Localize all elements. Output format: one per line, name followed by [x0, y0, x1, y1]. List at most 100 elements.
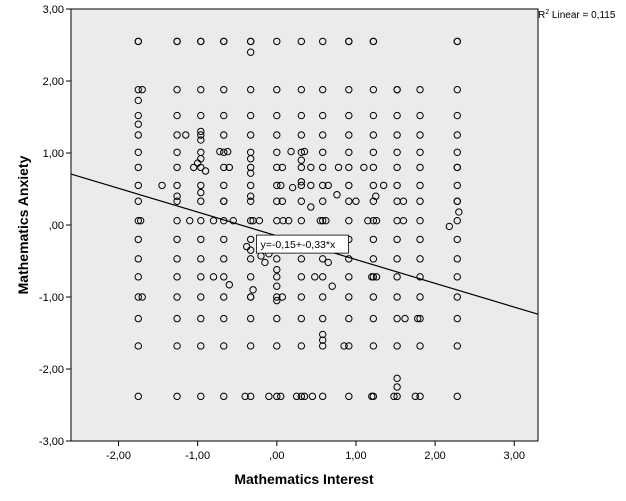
data-point	[134, 37, 142, 46]
data-point	[273, 37, 281, 46]
data-point	[246, 273, 255, 281]
data-point	[369, 181, 378, 190]
data-point	[273, 342, 281, 350]
data-point	[241, 392, 249, 401]
x-tick-label: ,00	[269, 450, 284, 462]
data-point	[319, 293, 327, 301]
data-point	[345, 111, 353, 120]
data-point	[197, 197, 205, 205]
data-point	[319, 85, 327, 94]
data-point	[246, 255, 255, 263]
y-tick-label: -1,00	[39, 292, 64, 304]
data-point	[173, 314, 181, 323]
data-point	[134, 314, 142, 323]
data-point	[273, 296, 281, 305]
data-point	[352, 197, 360, 205]
data-point	[297, 163, 306, 172]
data-point	[249, 286, 257, 294]
data-point	[288, 183, 297, 192]
data-point	[416, 314, 424, 323]
data-point	[197, 342, 205, 350]
data-point	[345, 197, 353, 205]
data-point	[390, 392, 398, 401]
data-point	[273, 131, 281, 139]
data-point	[229, 216, 237, 225]
data-point	[345, 314, 353, 323]
data-point	[333, 191, 341, 199]
data-point	[246, 216, 255, 225]
data-point	[416, 181, 424, 190]
data-point	[134, 181, 142, 190]
data-point	[255, 216, 264, 225]
data-point	[393, 111, 401, 120]
x-axis-title: Mathematics Interest	[234, 471, 374, 487]
data-point	[369, 111, 378, 120]
data-point	[364, 216, 372, 225]
data-point	[319, 131, 327, 139]
data-point	[246, 131, 255, 139]
data-point	[197, 136, 205, 144]
data-point	[197, 127, 205, 136]
data-point	[173, 255, 181, 263]
data-point	[308, 392, 317, 401]
data-point	[319, 216, 327, 225]
data-point	[297, 273, 306, 281]
data-point	[173, 181, 181, 190]
data-point	[297, 156, 306, 164]
data-point	[319, 148, 327, 156]
data-point	[324, 181, 332, 190]
data-point	[345, 148, 353, 156]
data-point	[197, 255, 205, 263]
data-point	[453, 197, 461, 205]
data-point	[416, 131, 424, 139]
data-point	[220, 314, 228, 323]
data-point	[246, 314, 255, 323]
data-point	[393, 148, 401, 156]
data-point	[369, 293, 378, 301]
data-point	[307, 163, 315, 172]
data-point	[393, 163, 401, 172]
data-point	[393, 131, 401, 139]
data-point	[197, 273, 205, 281]
data-point	[416, 216, 424, 225]
data-point	[278, 293, 287, 301]
data-point	[273, 181, 281, 190]
data-point	[319, 181, 327, 190]
r2-prefix: R	[538, 10, 545, 21]
data-point	[224, 147, 232, 156]
data-point	[345, 163, 353, 172]
data-point	[246, 235, 255, 244]
data-point	[246, 342, 255, 350]
r2-text: Linear = 0,115	[549, 10, 616, 21]
data-point	[197, 216, 205, 225]
data-point	[393, 273, 401, 281]
data-point	[297, 85, 306, 94]
data-point	[300, 147, 309, 156]
data-point	[277, 392, 285, 401]
data-point	[273, 314, 281, 323]
data-point	[399, 216, 408, 225]
data-point	[246, 197, 255, 205]
data-point	[273, 148, 281, 156]
data-point	[220, 37, 228, 46]
data-point	[246, 37, 255, 46]
data-point	[134, 392, 142, 401]
data-point	[297, 37, 306, 46]
data-point	[369, 216, 378, 225]
data-point	[284, 216, 293, 225]
data-point	[328, 282, 336, 290]
data-point	[369, 314, 378, 323]
data-point	[173, 342, 181, 350]
data-point	[220, 293, 228, 301]
equation-text: y=-0,15+-0,33*x	[261, 239, 336, 251]
data-point	[319, 111, 327, 120]
data-point	[173, 85, 181, 94]
data-point	[279, 216, 287, 225]
data-point	[134, 85, 142, 94]
y-tick-label: ,00	[49, 220, 64, 232]
data-point	[300, 392, 309, 401]
data-point	[411, 392, 420, 401]
data-point	[197, 293, 205, 301]
data-point	[379, 181, 388, 190]
